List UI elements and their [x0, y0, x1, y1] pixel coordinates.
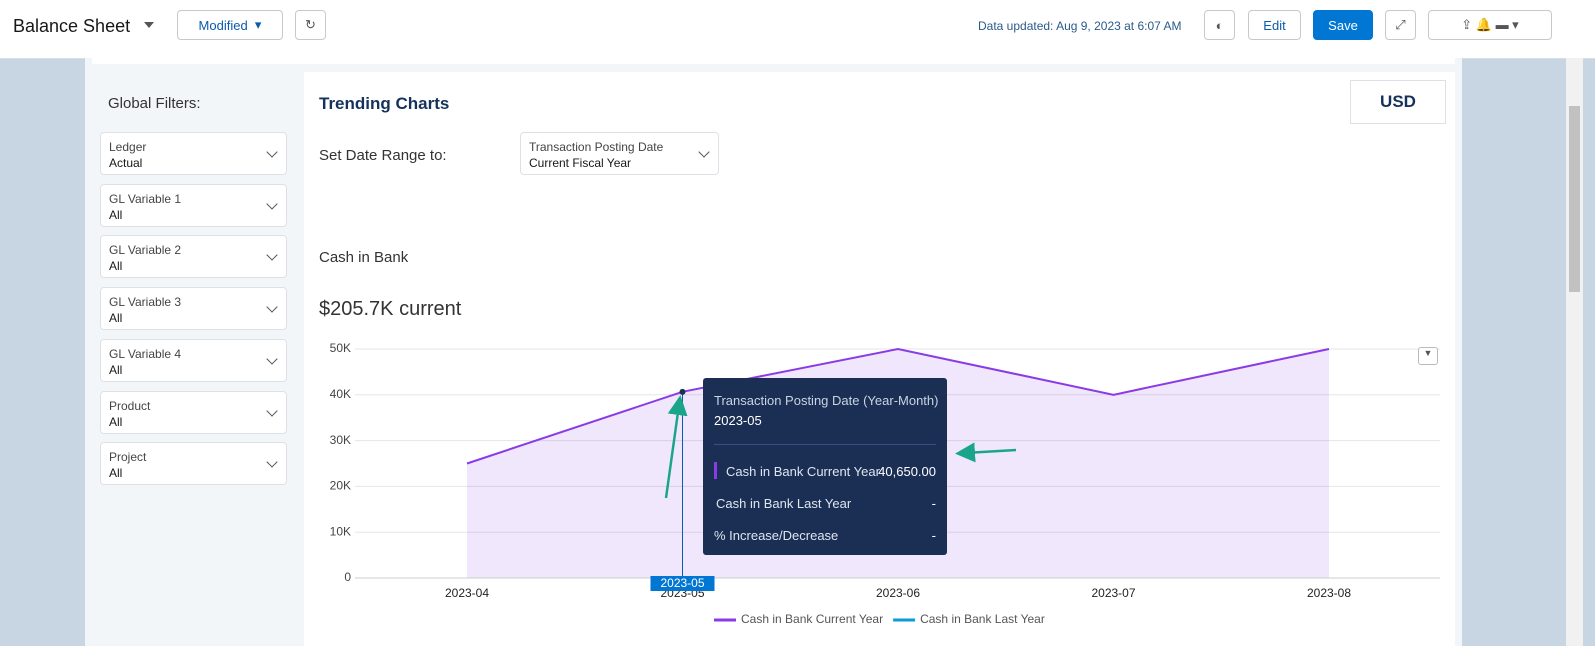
- filter-value: All: [109, 207, 123, 222]
- currency[interactable]: USD: [1350, 80, 1446, 124]
- filter[interactable]: Product All: [100, 390, 287, 434]
- scrollbar[interactable]: [1566, 58, 1583, 646]
- range-field: Transaction Posting Date: [529, 140, 664, 154]
- swatch: [714, 462, 717, 479]
- view-button[interactable]: Modified ▾: [177, 10, 283, 40]
- title-menu[interactable]: [144, 22, 154, 33]
- fullscreen[interactable]: ⤢: [1385, 10, 1416, 40]
- filter[interactable]: GL Variable 4 All: [100, 338, 287, 382]
- chart-menu[interactable]: ▼: [1418, 347, 1438, 365]
- filter-label: GL Variable 2: [109, 243, 182, 258]
- filter-label: GL Variable 1: [109, 191, 182, 206]
- tooltip: Transaction Posting Date (Year-Month) 20…: [703, 378, 947, 555]
- chart-title: Cash in Bank: [319, 249, 409, 266]
- hover-point: [679, 388, 686, 395]
- x-tick-label: 2023-07: [1091, 586, 1135, 600]
- range-value: Current Fiscal Year: [529, 156, 632, 170]
- y-tick-label: 0: [344, 570, 351, 584]
- y-tick-label: 10K: [330, 524, 351, 538]
- filter[interactable]: GL Variable 3 All: [100, 287, 287, 331]
- actions[interactable]: ⇪ 🔔 ▬ ▾: [1428, 10, 1552, 40]
- filter-value: All: [109, 311, 123, 326]
- filter-value: All: [109, 362, 123, 377]
- range-select[interactable]: Transaction Posting Date Current Fiscal Y…: [520, 132, 719, 175]
- line: [466, 347, 1330, 465]
- x-tick-label: 2023-08: [1307, 586, 1351, 600]
- filter[interactable]: GL Variable 2 All: [100, 235, 287, 279]
- filter[interactable]: Ledger Actual: [100, 132, 287, 175]
- chart-subtitle: $205.7K current: [319, 298, 462, 320]
- tooltip-value: -: [931, 496, 936, 511]
- view-label: Modified: [198, 17, 248, 33]
- tooltip-value: 40,650.00: [878, 464, 936, 479]
- save[interactable]: Save: [1313, 10, 1373, 40]
- x-tick-label: 2023-06: [876, 586, 920, 600]
- filter-label: Project: [109, 450, 147, 465]
- updated: Data updated: Aug 9, 2023 at 6:07 AM: [978, 19, 1182, 33]
- panel: Trending Charts USD Set Date Range to: T…: [304, 72, 1455, 646]
- tooltip-label: % Increase/Decrease: [714, 528, 839, 543]
- tooltip-date: 2023-05: [714, 413, 762, 428]
- filter-label: GL Variable 4: [109, 346, 182, 361]
- y-tick-label: 30K: [330, 433, 351, 447]
- tooltip-heading: Transaction Posting Date (Year-Month): [714, 393, 939, 408]
- y-tick-label: 20K: [330, 479, 351, 493]
- tooltip-label: Cash in Bank Current Year: [726, 464, 880, 479]
- legend-label: Cash in Bank Last Year: [920, 612, 1045, 626]
- filter-value: Actual: [109, 156, 143, 170]
- filter-value: All: [109, 414, 123, 429]
- filter[interactable]: GL Variable 1 All: [100, 183, 287, 227]
- panel-title: Trending Charts: [319, 94, 450, 113]
- title: Balance Sheet: [13, 16, 131, 36]
- header: Balance Sheet Modified ▾ ↻ Data updated:…: [0, 0, 1595, 59]
- filter-value: All: [109, 259, 123, 274]
- filter-label: Product: [109, 398, 151, 413]
- edit[interactable]: Edit: [1248, 10, 1301, 40]
- y-tick-label: 40K: [330, 387, 351, 401]
- range-label: Set Date Range to:: [319, 147, 447, 164]
- crosshair-label-bg: [650, 576, 715, 591]
- filter-value: All: [109, 466, 123, 481]
- filter-label: Ledger: [109, 140, 147, 154]
- filter-label: GL Variable 3: [109, 295, 182, 310]
- y-tick-label: 50K: [330, 341, 351, 355]
- tooltip-label: Cash in Bank Last Year: [716, 496, 852, 511]
- refresh[interactable]: ↻: [295, 10, 326, 40]
- crosshair-label: 2023-05: [660, 576, 704, 590]
- x-tick-label: 2023-04: [445, 586, 489, 600]
- filters-title: Global Filters:: [108, 95, 201, 112]
- top-strip: [92, 58, 1455, 64]
- tooltip-value: -: [931, 528, 936, 543]
- legend-label: Cash in Bank Current Year: [741, 612, 883, 626]
- theme[interactable]: ◐: [1204, 10, 1235, 40]
- filter[interactable]: Project All: [100, 442, 287, 486]
